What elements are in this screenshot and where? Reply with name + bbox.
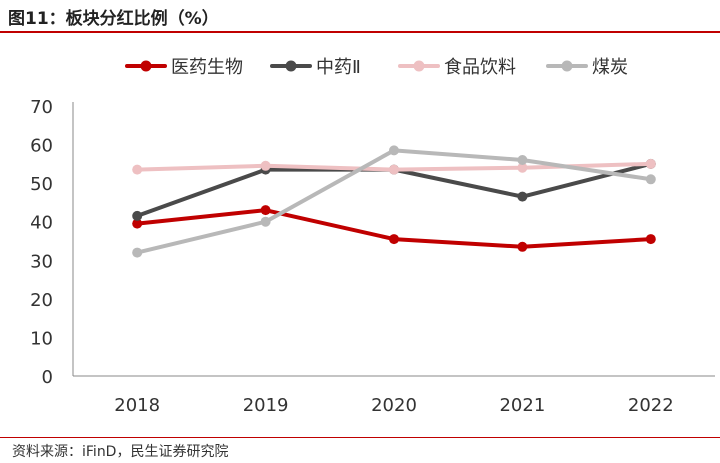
legend-item-3: 食品饮料 <box>398 57 516 78</box>
legend-marker <box>413 60 425 72</box>
bottom-divider <box>0 437 720 438</box>
data-point <box>260 160 271 171</box>
legend-marker <box>561 60 573 72</box>
data-point <box>517 155 528 165</box>
chart-axes: 0 10 20 30 40 50 60 70 2018 2019 2020 2021 2022 <box>30 97 715 416</box>
data-point <box>132 247 143 258</box>
y-tick-label: 60 <box>30 136 53 157</box>
top-divider <box>0 31 720 33</box>
data-point <box>389 145 399 156</box>
y-tick-label: 50 <box>30 174 53 195</box>
y-tick-label: 30 <box>30 251 53 272</box>
x-tick-label: 2018 <box>114 395 160 416</box>
line-chart: 医药生物 中药Ⅱ 食品饮料 煤炭 0 10 20 30 40 50 60 70 2018 2019 202… <box>30 57 715 416</box>
source-note: 资料来源：iFinD，民生证券研究院 <box>12 444 229 460</box>
series-1 <box>132 205 656 252</box>
legend-label: 煤炭 <box>592 57 628 78</box>
data-point <box>389 164 399 175</box>
chart-series <box>132 145 656 258</box>
legend-item-4: 煤炭 <box>546 57 628 78</box>
legend-item-2: 中药Ⅱ <box>270 57 361 78</box>
chart-legend: 医药生物 中药Ⅱ 食品饮料 煤炭 <box>125 57 628 78</box>
y-tick-label: 40 <box>30 213 53 234</box>
y-tick-label: 0 <box>42 367 53 388</box>
series-4 <box>132 145 656 258</box>
data-point <box>260 205 271 216</box>
legend-marker <box>285 60 297 72</box>
legend-label: 医药生物 <box>171 57 243 78</box>
legend-label: 食品饮料 <box>444 57 516 78</box>
y-tick-label: 20 <box>30 290 53 311</box>
data-point <box>517 241 528 252</box>
x-tick-label: 2022 <box>628 395 674 416</box>
figure-title: 图11：板块分红比例（%） <box>8 9 219 29</box>
y-tick-label: 70 <box>30 97 53 118</box>
data-point <box>645 174 656 185</box>
data-point <box>517 191 528 202</box>
data-point <box>645 158 656 169</box>
data-point <box>389 234 399 245</box>
x-tick-label: 2020 <box>371 395 417 416</box>
data-point <box>645 234 656 245</box>
x-tick-label: 2021 <box>499 395 545 416</box>
data-point <box>132 218 143 229</box>
y-tick-label: 10 <box>30 328 53 349</box>
legend-label: 中药Ⅱ <box>316 57 361 78</box>
data-point <box>517 162 528 173</box>
data-point <box>132 210 143 221</box>
data-point <box>132 164 143 175</box>
data-point <box>260 216 271 227</box>
legend-item-1: 医药生物 <box>125 57 243 78</box>
x-tick-label: 2019 <box>243 395 289 416</box>
legend-marker <box>140 60 152 72</box>
